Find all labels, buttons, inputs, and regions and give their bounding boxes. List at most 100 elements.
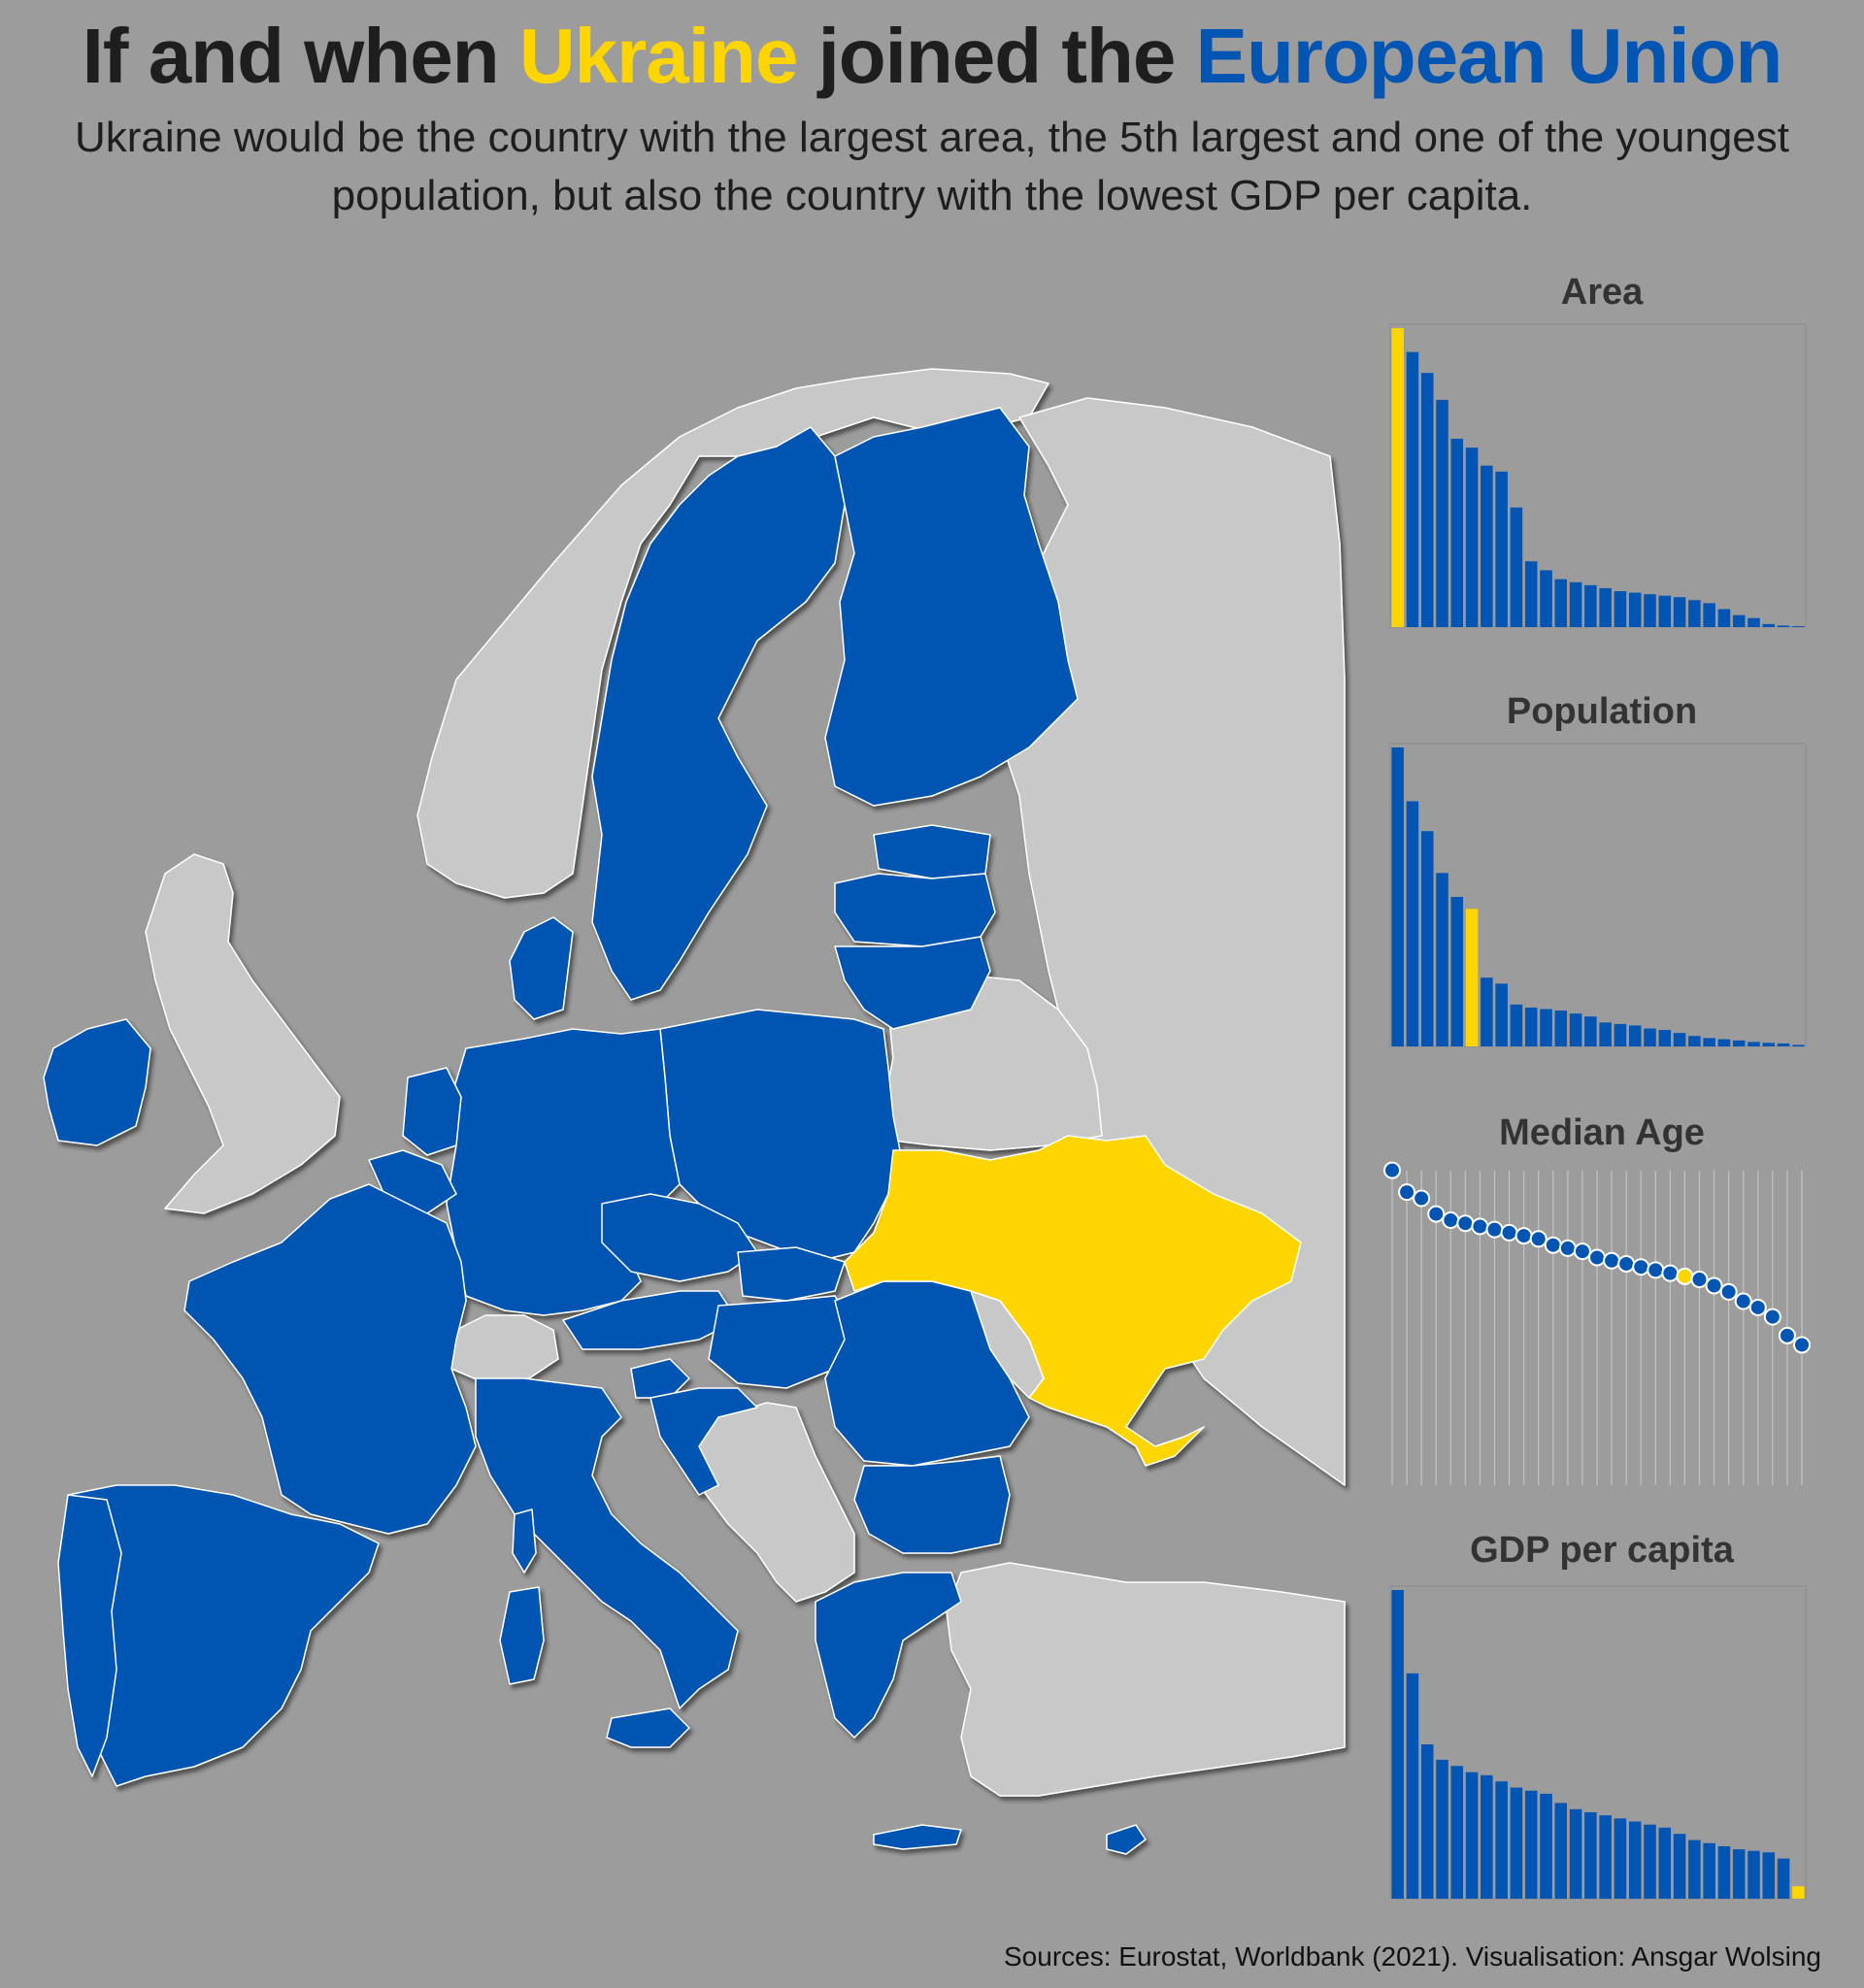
chart-title: If and when Ukraine joined the European … <box>0 12 1864 101</box>
area-frame <box>1389 323 1807 628</box>
gdp-bar-19 <box>1673 1834 1686 1899</box>
title-part2: joined the <box>797 13 1196 99</box>
population-bar-11 <box>1554 1011 1568 1046</box>
median-age-dot-24 <box>1734 1292 1752 1310</box>
median-age-dot-10 <box>1529 1230 1548 1248</box>
area-bar-22 <box>1717 609 1731 627</box>
title-part1: If and when <box>82 13 519 99</box>
italy <box>475 1377 739 1709</box>
population-bar-2 <box>1420 831 1434 1046</box>
cyprus <box>1106 1824 1147 1855</box>
gdp-bar-7 <box>1495 1781 1508 1899</box>
population-bar-21 <box>1703 1038 1715 1046</box>
median-age-dot-6 <box>1471 1217 1489 1236</box>
sweden <box>591 426 846 1001</box>
median-age-dot-28 <box>1793 1336 1811 1354</box>
denmark <box>509 916 574 1020</box>
gdp-bar-11 <box>1554 1803 1568 1899</box>
netherlands <box>402 1067 462 1156</box>
median-age-dot-1 <box>1398 1183 1416 1202</box>
population-bar-26 <box>1777 1043 1790 1046</box>
croatia <box>649 1387 758 1496</box>
ukraine <box>844 1135 1302 1467</box>
median-age-dot-23 <box>1719 1282 1738 1301</box>
median-age-dot-9 <box>1514 1227 1533 1245</box>
population-bar-4 <box>1450 897 1464 1046</box>
united-kingdom <box>145 853 341 1214</box>
area-bar-8 <box>1510 507 1523 627</box>
gdp-bar-27 <box>1792 1886 1805 1899</box>
gdp-bar-5 <box>1465 1772 1479 1899</box>
gdp-bar-1 <box>1406 1673 1419 1899</box>
sardinia <box>499 1586 545 1685</box>
panel-gdp: GDP per capita <box>1379 1530 1825 1900</box>
population-bar-chart <box>1389 743 1807 1047</box>
population-bar-24 <box>1748 1042 1760 1046</box>
gdp-bar-9 <box>1524 1790 1538 1899</box>
area-bar-7 <box>1495 471 1508 627</box>
median-age-dot-5 <box>1456 1214 1475 1233</box>
title-ukraine: Ukraine <box>518 13 798 99</box>
population-bar-13 <box>1584 1016 1597 1046</box>
area-bar-23 <box>1732 614 1746 627</box>
slovenia <box>630 1358 690 1399</box>
population-bar-12 <box>1569 1013 1582 1046</box>
median-age-dot-11 <box>1544 1236 1562 1254</box>
gdp-bar-6 <box>1481 1774 1493 1899</box>
median-age-dot-3 <box>1427 1205 1446 1223</box>
gdp-bar-18 <box>1658 1827 1672 1899</box>
gdp-bar-21 <box>1703 1842 1715 1899</box>
median-age-dot-17 <box>1632 1258 1650 1276</box>
slovakia <box>737 1246 846 1302</box>
median-age-dot-2 <box>1413 1189 1431 1208</box>
area-bar-26 <box>1777 625 1790 627</box>
portugal <box>57 1494 122 1777</box>
population-bar-6 <box>1481 977 1493 1046</box>
population-bar-22 <box>1717 1039 1731 1046</box>
finland <box>824 407 1079 807</box>
population-bar-0 <box>1391 747 1404 1046</box>
area-bar-15 <box>1614 591 1627 627</box>
area-bar-20 <box>1688 600 1701 627</box>
population-bar-5 <box>1465 909 1479 1046</box>
median-age-dot-15 <box>1603 1251 1621 1270</box>
gdp-bar-4 <box>1450 1766 1464 1899</box>
median-age-dot-21 <box>1690 1271 1709 1289</box>
population-frame <box>1389 743 1807 1047</box>
panel-area-title: Area <box>1560 272 1644 313</box>
median-age-dot-13 <box>1573 1242 1591 1261</box>
crete <box>873 1824 962 1850</box>
gdp-bar-3 <box>1436 1759 1448 1899</box>
area-bar-chart <box>1389 323 1807 628</box>
median-age-dot-25 <box>1748 1298 1767 1316</box>
gdp-bar-8 <box>1510 1787 1523 1899</box>
population-bar-1 <box>1406 801 1419 1046</box>
area-bar-6 <box>1481 465 1493 627</box>
gdp-bar-16 <box>1628 1821 1642 1899</box>
median-age-dot-12 <box>1558 1239 1577 1257</box>
gdp-bar-26 <box>1777 1858 1790 1899</box>
population-bar-18 <box>1658 1030 1672 1046</box>
population-bar-16 <box>1628 1025 1642 1046</box>
lithuania <box>834 936 991 1030</box>
title-eu: European Union <box>1195 13 1783 99</box>
median-age-dot-0 <box>1383 1161 1401 1179</box>
turkey <box>946 1562 1346 1797</box>
area-bar-0 <box>1391 328 1404 627</box>
source-note: Sources: Eurostat, Worldbank (2021). Vis… <box>1004 1941 1821 1971</box>
area-bar-1 <box>1406 351 1419 627</box>
gdp-bar-chart <box>1389 1585 1807 1900</box>
gdp-bar-24 <box>1748 1850 1760 1899</box>
median-age-dot-19 <box>1661 1264 1680 1282</box>
area-bar-13 <box>1584 584 1597 627</box>
median-age-dot-4 <box>1442 1211 1460 1230</box>
median-age-dot-18 <box>1647 1261 1665 1279</box>
panel-median-age: Median Age <box>1379 1112 1825 1501</box>
median-age-dot-20 <box>1676 1267 1694 1285</box>
corsica <box>512 1508 537 1574</box>
panel-area: Area <box>1379 272 1825 641</box>
population-bar-7 <box>1495 983 1508 1046</box>
gdp-bar-23 <box>1732 1849 1746 1899</box>
area-bar-11 <box>1554 579 1568 627</box>
area-bar-25 <box>1762 623 1776 627</box>
